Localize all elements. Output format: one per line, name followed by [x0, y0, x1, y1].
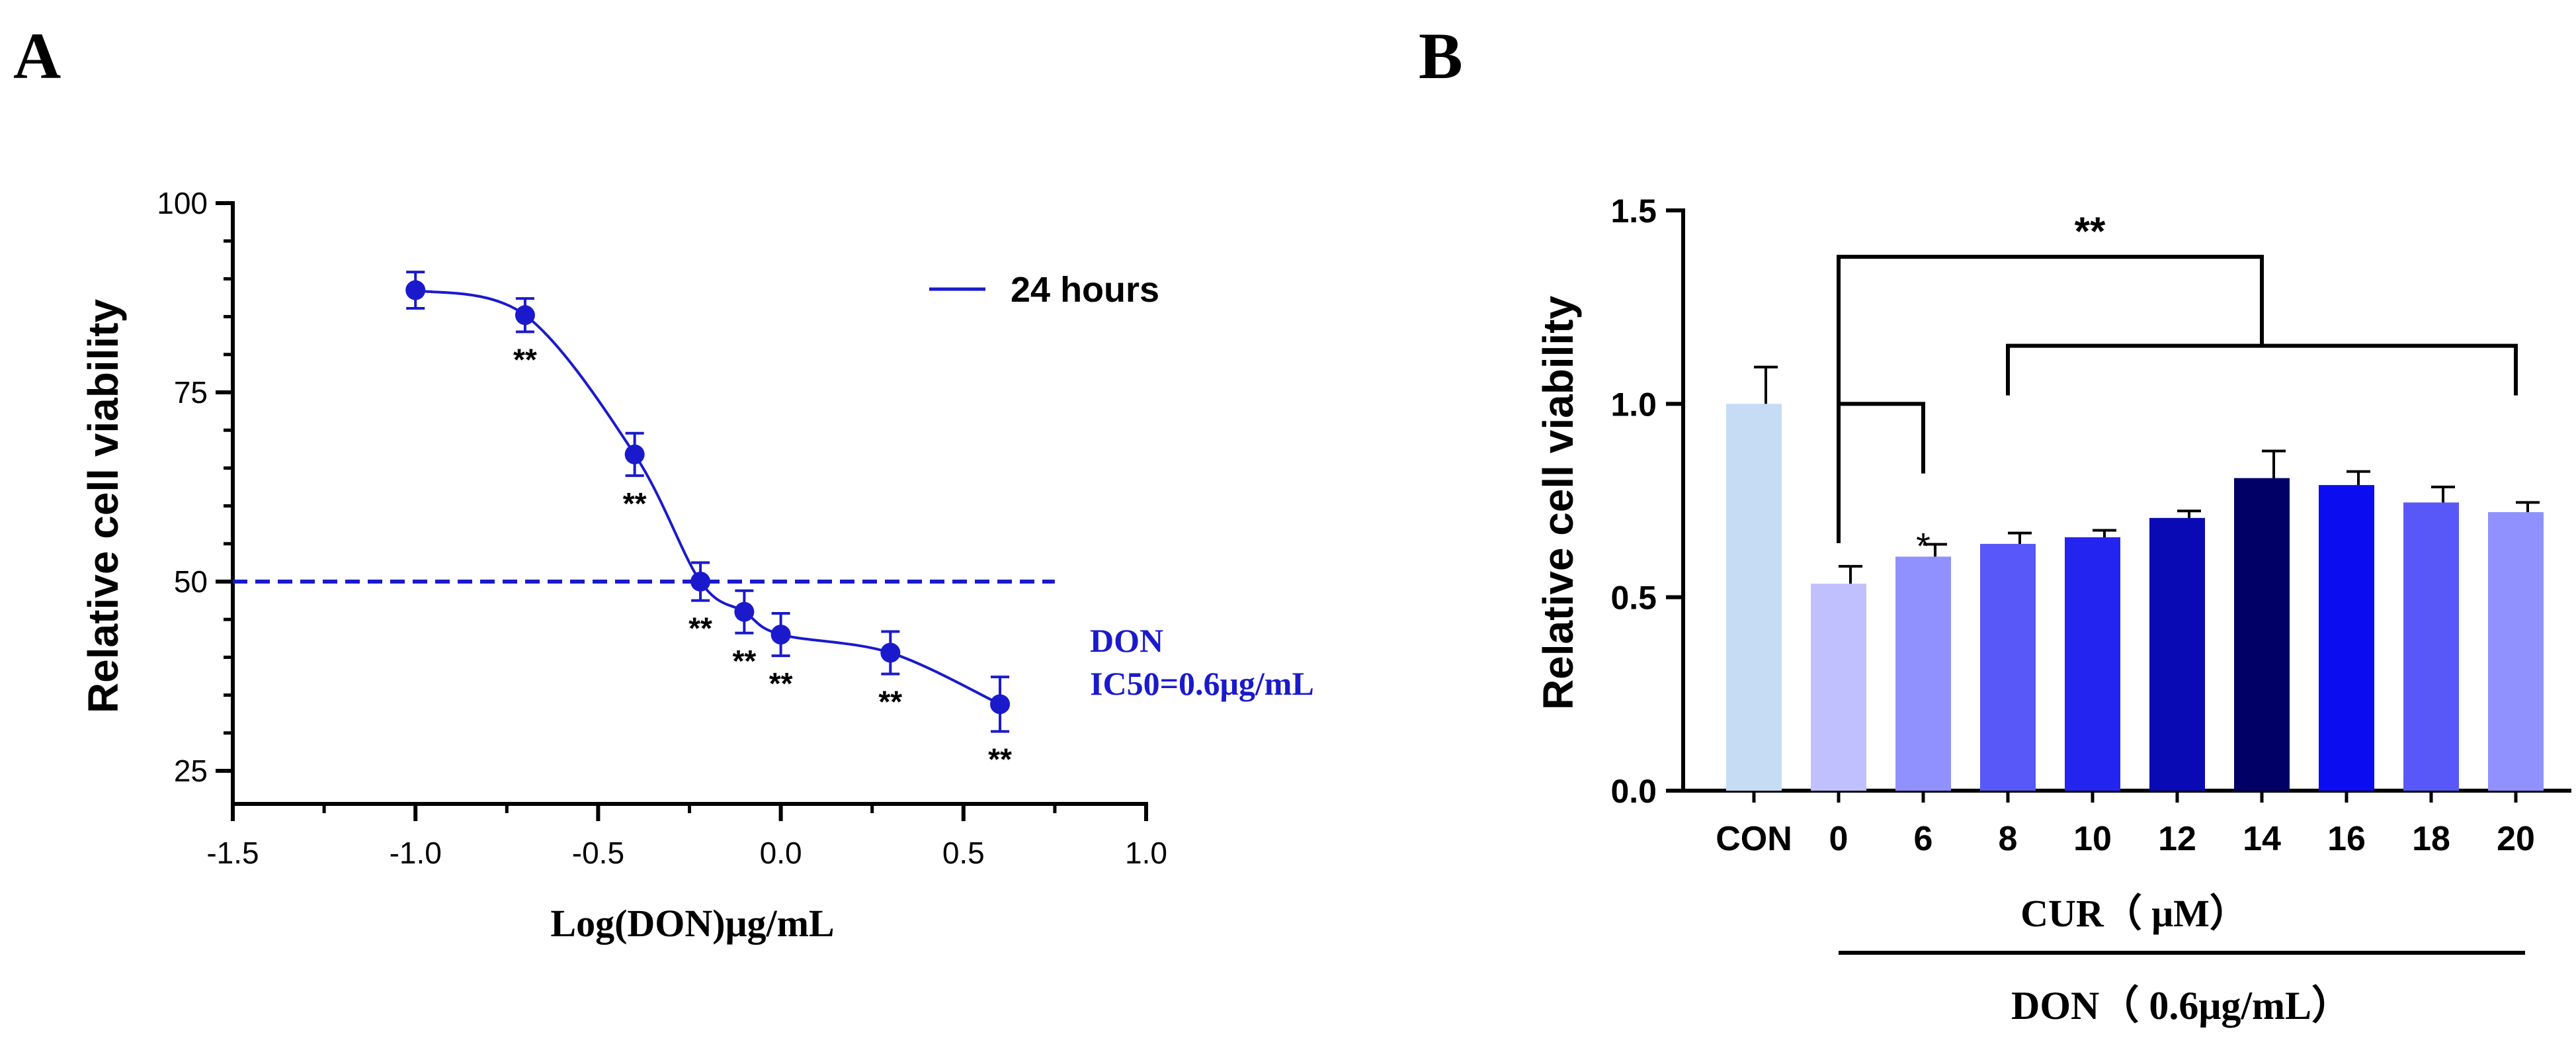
chart-a-significance-mark: ** [732, 644, 756, 678]
chart-b-x-tick-label: 12 [2158, 820, 2196, 858]
chart-a-significance-mark: ** [513, 342, 537, 376]
ic50-annotation-value: IC50=0.6μg/mL [1090, 665, 1314, 702]
chart-a-x-tick-label: 0.0 [760, 836, 802, 870]
chart-a-data-point [880, 642, 901, 663]
chart-b-x-tick-label: 16 [2327, 820, 2366, 858]
chart-b-bar [1980, 543, 2036, 791]
panel-label-b: B [1419, 19, 1463, 93]
chart-b-bar [2488, 512, 2544, 791]
chart-a-significance-mark: ** [688, 611, 712, 646]
chart-b-bar [2234, 478, 2290, 791]
chart-a-legend-label: 24 hours [1011, 270, 1159, 310]
chart-b-y-tick-label: 0.5 [1610, 580, 1657, 617]
chart-a-x-tick-label: 0.5 [942, 836, 985, 870]
chart-b-bar [2065, 537, 2120, 791]
chart-b-x-tick-label: 10 [2073, 820, 2112, 858]
group-bracket-8-to-20 [2006, 343, 2518, 396]
chart-a-significance-mark: ** [878, 685, 902, 719]
chart-a-significance-mark: ** [988, 742, 1012, 777]
significance-mark-double: ** [2075, 209, 2106, 253]
chart-a-x-tick-label: -1.0 [390, 836, 442, 870]
panel-label-a: A [13, 19, 61, 93]
chart-b-y-tick-label: 1.0 [1610, 386, 1657, 423]
chart-b-x-tick-label: 20 [2497, 820, 2535, 858]
chart-a-data-point [690, 572, 711, 592]
chart-a-significance-mark: ** [769, 666, 793, 701]
chart-a-data-point [770, 625, 791, 645]
chart-a: Relative cell viability Log(DON)μg/mL DO… [79, 186, 1314, 945]
chart-a-data-point [990, 694, 1011, 715]
chart-b-bar [1811, 584, 1866, 791]
chart-b-x-tick-label: 14 [2243, 820, 2281, 858]
chart-a-data-point [624, 444, 645, 464]
chart-a-data-point [515, 305, 535, 326]
chart-b-x-tick-label: 0 [1829, 820, 1849, 858]
chart-a-data-point [405, 280, 426, 300]
chart-b-y-tick-label: 0.0 [1610, 773, 1657, 810]
chart-a-y-tick-label: 50 [174, 564, 208, 599]
chart-b-y-axis-label: Relative cell viability [1534, 296, 1582, 711]
chart-a-x-tick-label: -0.5 [572, 836, 624, 870]
chart-a-y-tick-label: 100 [157, 186, 208, 220]
chart-b-bar [2403, 502, 2459, 791]
chart-b: Relative cell viability CUR（ μM） DON（ 0.… [1534, 193, 2571, 1028]
ic50-annotation-title: DON [1090, 622, 1163, 659]
chart-a-significance-mark: ** [623, 486, 647, 521]
chart-a-y-axis-label: Relative cell viability [79, 299, 127, 714]
chart-b-x-tick-label: 8 [1999, 820, 2018, 858]
chart-a-data-point [734, 601, 755, 622]
chart-a-y-tick-label: 75 [174, 375, 208, 410]
chart-b-y-tick-label: 1.5 [1610, 193, 1657, 230]
chart-a-x-axis-label: Log(DON)μg/mL [550, 902, 834, 945]
chart-b-bar [1895, 556, 1951, 791]
significance-bracket-0-vs-group [1837, 255, 2264, 404]
chart-b-bar [2319, 485, 2374, 791]
significance-mark-single: * [1916, 525, 1931, 566]
chart-a-y-tick-label: 25 [174, 754, 208, 788]
chart-b-bar [1726, 404, 1782, 791]
chart-b-x-tick-label: 18 [2412, 820, 2450, 858]
chart-b-bar [2149, 517, 2205, 791]
chart-a-x-tick-label: -1.5 [206, 836, 259, 870]
significance-bracket-0-vs-6 [1837, 402, 1925, 543]
cur-group-label: CUR（ μM） [2020, 892, 2248, 935]
chart-b-x-tick-label: 6 [1914, 820, 1933, 858]
chart-a-x-tick-label: 1.0 [1125, 836, 1167, 870]
chart-b-x-tick-label: CON [1716, 820, 1792, 858]
don-group-label: DON（ 0.6μg/mL） [2011, 983, 2351, 1028]
